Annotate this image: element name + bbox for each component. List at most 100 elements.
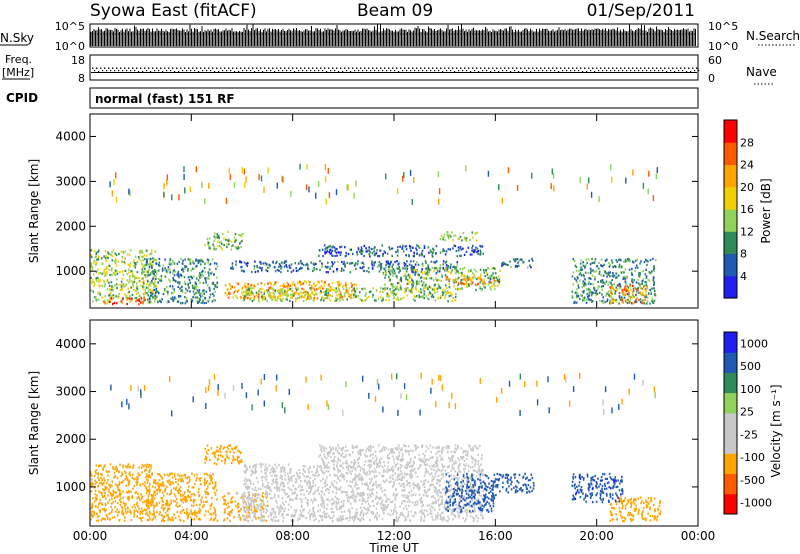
velocity-cell [227, 502, 229, 505]
power-cell [428, 291, 431, 294]
velocity-cell [186, 511, 188, 514]
velocity-cell [237, 515, 240, 518]
power-cell [519, 258, 522, 261]
power-cell [159, 299, 161, 302]
power-cell [287, 283, 290, 286]
power-cell [325, 251, 328, 254]
power-cell [283, 285, 285, 288]
power-cell [645, 268, 647, 271]
power-cell [191, 284, 194, 287]
power-cell [469, 238, 471, 242]
power-cell [446, 267, 448, 270]
power-cell [259, 288, 262, 291]
velocity-cell [478, 465, 481, 468]
power-cell [208, 268, 211, 271]
power-cell [278, 295, 280, 298]
power-cell [468, 269, 470, 272]
power-colorbar-tick: 28 [740, 136, 754, 149]
power-cell [615, 272, 618, 275]
power-cell [224, 292, 227, 295]
power-cell [386, 262, 388, 265]
power-cell [454, 287, 457, 290]
power-cell [398, 262, 400, 265]
power-cell [388, 246, 390, 249]
power-cell [98, 255, 100, 258]
velocity-cell [253, 509, 256, 512]
power-cell [242, 296, 245, 299]
power-cell [396, 296, 399, 299]
nave-dot [562, 70, 564, 72]
power-cell [329, 265, 331, 268]
power-cell [269, 286, 272, 289]
power-cell [211, 258, 214, 261]
velocity-cell [193, 511, 196, 514]
velocity-cell [125, 484, 128, 487]
power-cell [583, 299, 586, 302]
power-cell [241, 167, 243, 174]
power-cell [466, 284, 468, 287]
power-cell [355, 295, 357, 298]
velocity-cell [155, 482, 158, 486]
velocity-cell [473, 484, 475, 487]
power-cell [140, 297, 143, 300]
power-cell [205, 290, 208, 293]
velocity-cell [255, 517, 257, 520]
power-cell [641, 279, 644, 283]
nave-dot [114, 70, 116, 72]
power-cell [397, 250, 399, 253]
nave-dot [394, 70, 396, 72]
velocity-cell [100, 476, 102, 479]
power-cell [638, 274, 640, 278]
power-cell [331, 261, 333, 264]
power-cell [199, 260, 202, 263]
velocity-cell [365, 473, 368, 476]
power-cell [247, 261, 249, 265]
power-cell [434, 299, 437, 302]
power-cell [155, 259, 158, 262]
power-cell [613, 283, 615, 286]
power-cell [207, 271, 210, 274]
power-cell [419, 253, 421, 256]
power-cell [263, 186, 265, 193]
power-cell [600, 264, 603, 267]
velocity-cell [244, 492, 246, 495]
velocity-cell [153, 481, 155, 484]
velocity-cell [98, 490, 101, 493]
power-cell [430, 277, 433, 280]
velocity-cell [229, 500, 232, 503]
power-cell [138, 258, 141, 261]
power-cell [618, 292, 621, 295]
velocity-cell [309, 482, 311, 485]
velocity-cell [234, 458, 236, 461]
power-cell [241, 291, 243, 294]
power-cell [121, 256, 124, 259]
nave-dot [202, 70, 204, 72]
velocity-cell [106, 470, 109, 473]
power-cell [435, 260, 438, 263]
velocity-cell [242, 499, 245, 502]
freq-dot [284, 67, 286, 69]
power-cell [379, 287, 382, 290]
power-cell [112, 294, 115, 297]
nave-dot [318, 70, 320, 72]
velocity-cell [146, 474, 149, 477]
power-cell [400, 284, 402, 288]
power-cell [429, 269, 432, 272]
power-cell [579, 176, 581, 183]
velocity-cell [187, 476, 190, 479]
power-cell [343, 261, 345, 264]
velocity-cell [160, 476, 163, 479]
power-cell [461, 287, 463, 290]
power-cell [172, 269, 174, 273]
power-cell [644, 273, 646, 276]
power-cell [157, 301, 159, 304]
freq-dot [312, 67, 314, 69]
velocity-cell [127, 495, 130, 498]
power-cell [423, 277, 426, 280]
power-cell [324, 250, 326, 254]
power-cell [611, 300, 614, 303]
power-cell [206, 237, 209, 240]
power-cell [151, 260, 154, 263]
power-cell [433, 267, 436, 270]
velocity-cell [276, 478, 278, 481]
